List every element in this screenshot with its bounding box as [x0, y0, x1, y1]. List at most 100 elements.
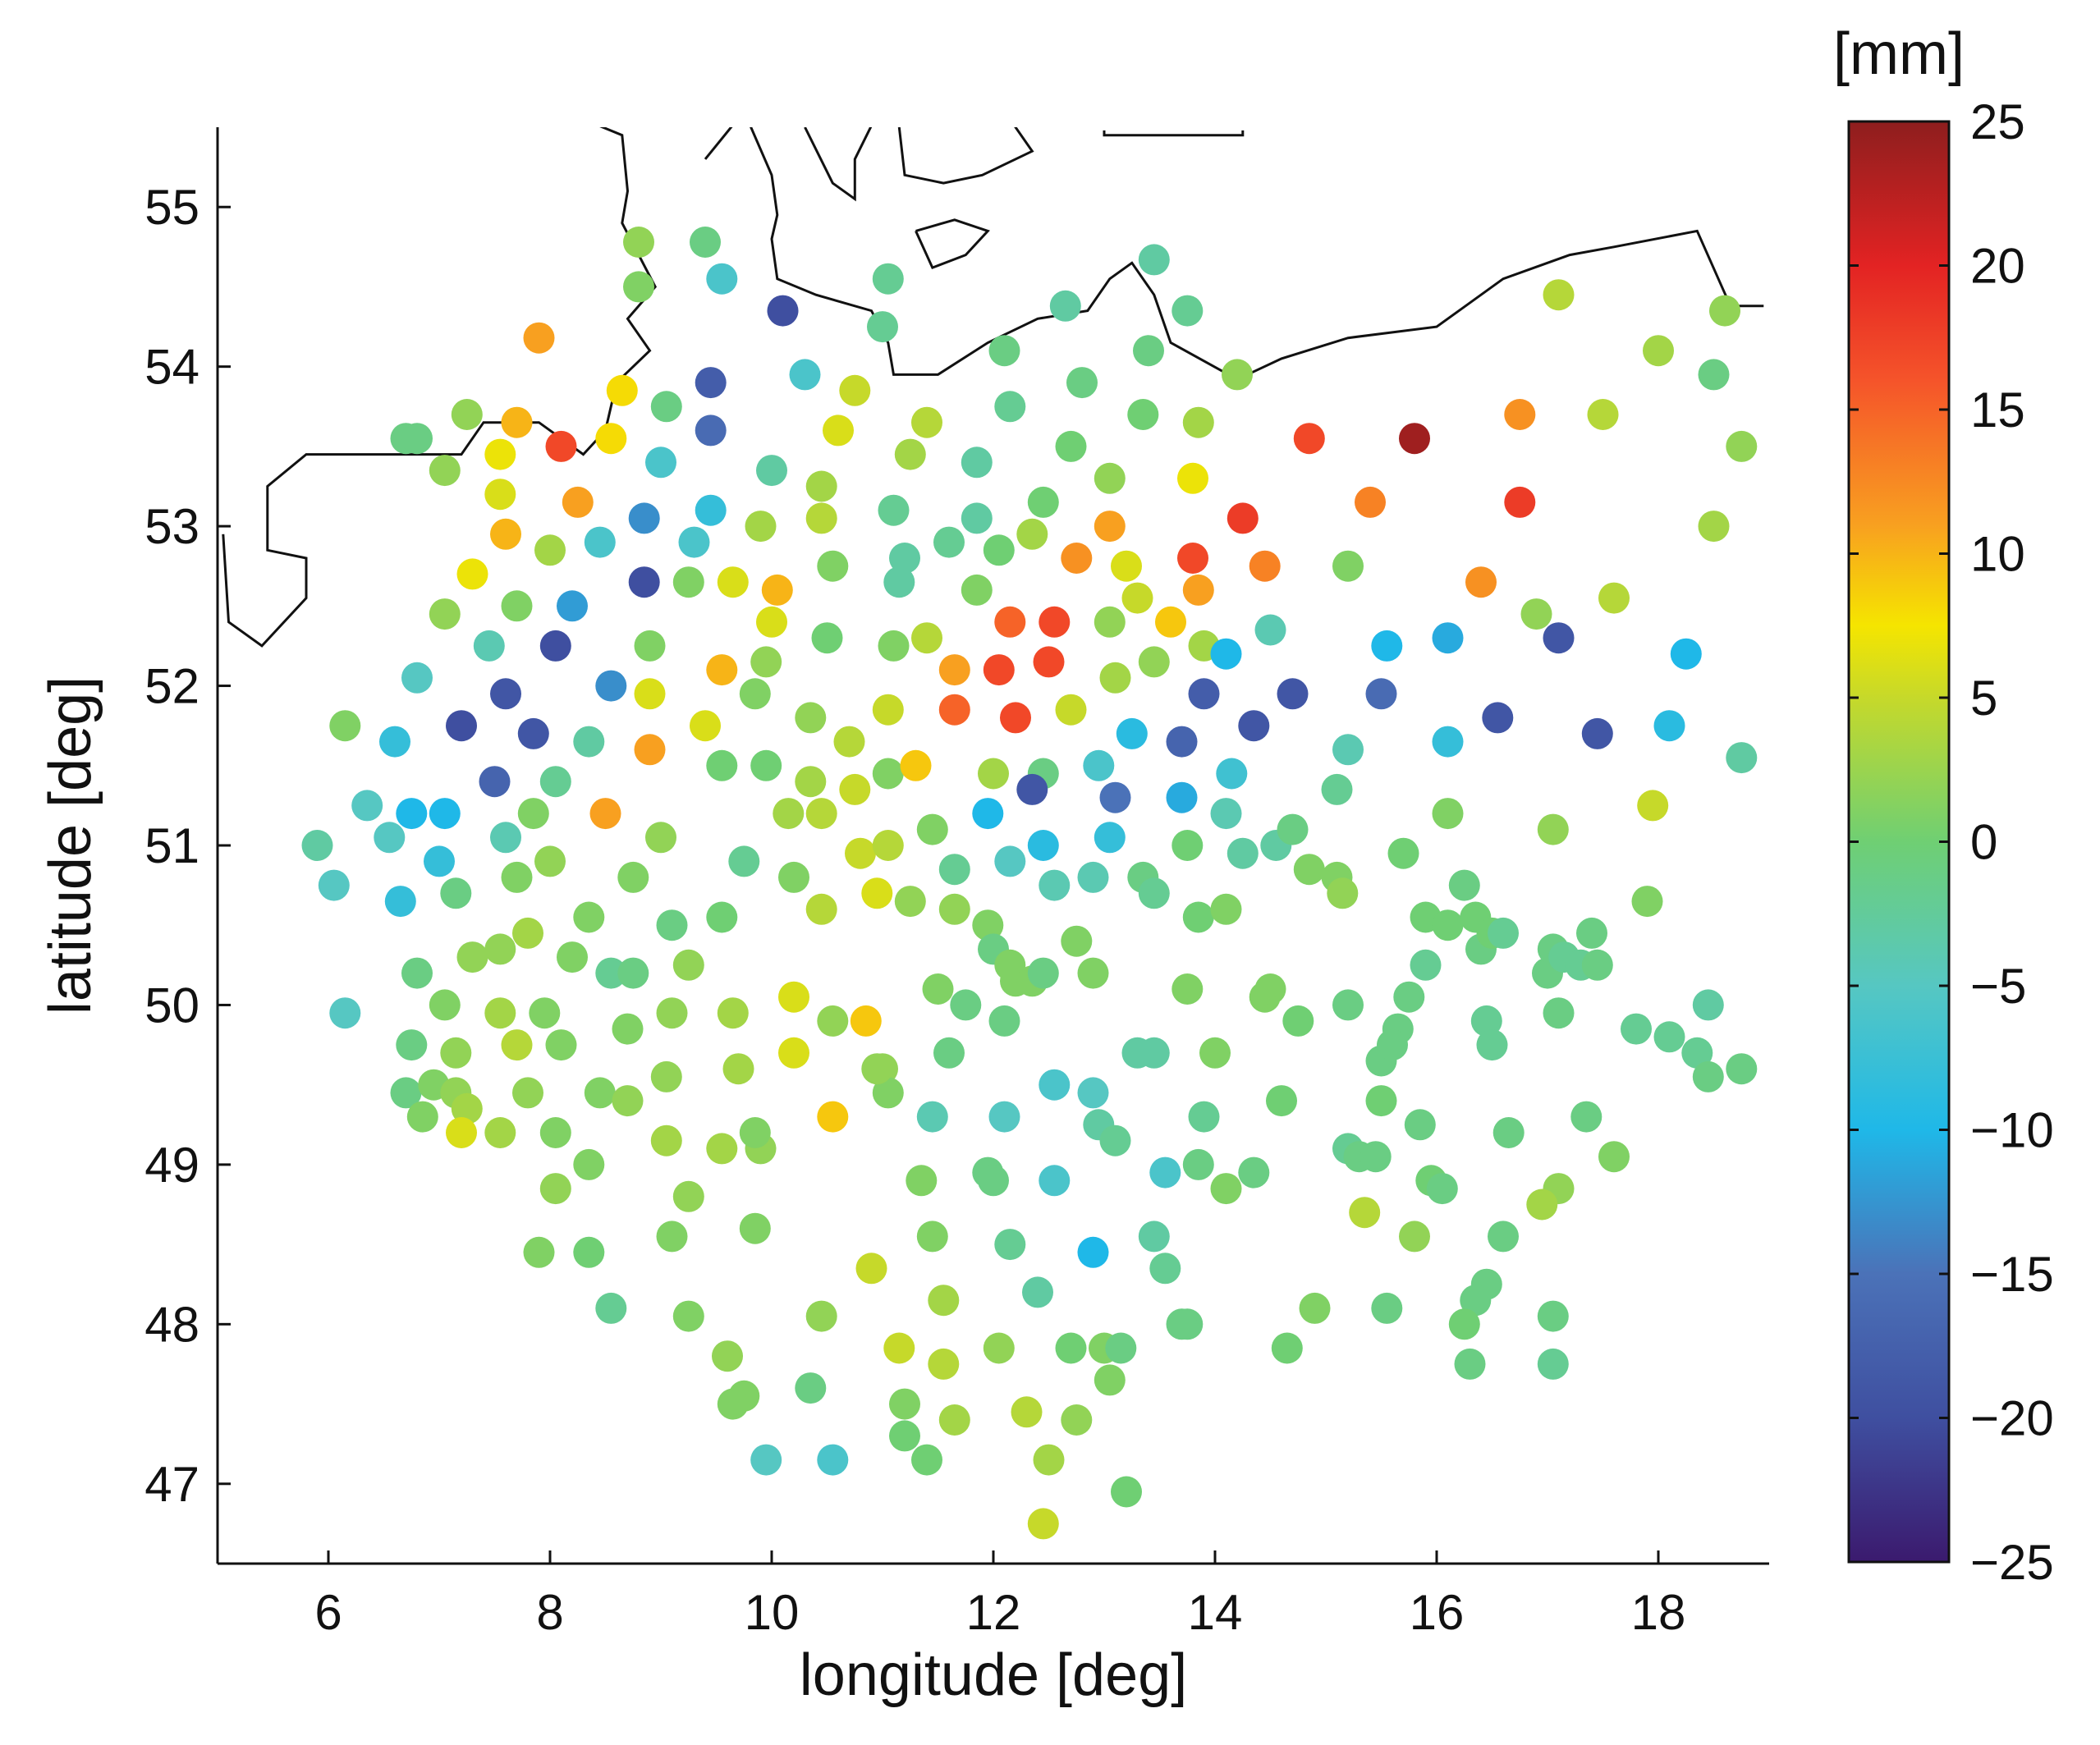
station-point	[1188, 1101, 1220, 1133]
station-point	[595, 423, 627, 455]
station-point	[778, 861, 809, 893]
station-point	[872, 694, 904, 726]
station-point	[1277, 813, 1309, 845]
station-point	[1210, 638, 1242, 670]
station-point	[517, 798, 549, 830]
station-point	[1210, 1173, 1242, 1205]
station-point	[1055, 1332, 1087, 1364]
station-point	[1055, 694, 1087, 726]
station-point	[1698, 359, 1730, 391]
station-point	[994, 606, 1026, 638]
station-point	[1083, 749, 1115, 781]
station-point	[1543, 279, 1575, 311]
station-point	[1365, 678, 1397, 710]
station-point	[1182, 901, 1214, 933]
station-point	[1099, 781, 1131, 813]
station-point	[1155, 606, 1186, 638]
station-point	[1698, 511, 1730, 543]
station-point	[839, 374, 871, 406]
station-point	[534, 845, 566, 877]
x-tick-label: 10	[745, 1585, 800, 1640]
station-point	[501, 406, 533, 438]
station-point	[1039, 1069, 1071, 1101]
colorbar-tick-label: −25	[1970, 1535, 2054, 1590]
station-point	[994, 1229, 1026, 1261]
station-point	[1061, 925, 1093, 957]
station-point	[1299, 1292, 1331, 1324]
station-point	[916, 1101, 948, 1133]
station-point	[978, 758, 1009, 790]
station-point	[595, 670, 627, 702]
station-point	[1387, 837, 1419, 869]
colorbar: −25 −20 −15 −10 −5 0 5 10 15 20 25[mm]	[1833, 21, 2054, 1590]
station-point	[329, 997, 361, 1029]
station-point	[795, 1372, 827, 1404]
station-point	[938, 654, 970, 686]
station-point	[933, 526, 965, 558]
station-point	[1039, 606, 1071, 638]
station-point	[728, 845, 760, 877]
station-point	[750, 749, 782, 781]
station-point	[695, 414, 727, 447]
station-point	[1371, 1292, 1403, 1324]
station-point	[1238, 1156, 1270, 1189]
station-point	[1033, 1444, 1065, 1476]
station-point	[872, 263, 904, 295]
x-tick-label: 16	[1410, 1585, 1465, 1640]
station-point	[1177, 462, 1208, 494]
station-point	[855, 1253, 887, 1285]
station-point	[584, 526, 616, 558]
station-point	[850, 1005, 882, 1037]
station-point	[490, 678, 521, 710]
station-point	[1482, 702, 1514, 734]
station-point	[484, 479, 516, 511]
station-point	[650, 1124, 682, 1156]
station-point	[817, 550, 849, 582]
station-point	[817, 1005, 849, 1037]
station-point	[938, 1404, 970, 1436]
station-point	[628, 502, 660, 534]
station-point	[839, 773, 871, 805]
station-point	[1138, 646, 1170, 678]
station-point	[628, 566, 660, 598]
station-point	[717, 566, 749, 598]
station-point	[1094, 822, 1126, 854]
station-point	[988, 335, 1020, 367]
station-point	[1543, 997, 1575, 1029]
station-point	[739, 1212, 771, 1244]
station-point	[584, 1077, 616, 1109]
station-point	[645, 447, 676, 479]
station-point	[650, 1060, 682, 1092]
station-point	[1404, 1109, 1436, 1141]
station-point	[1653, 710, 1685, 742]
station-point	[1726, 430, 1758, 462]
coastline-segment	[222, 127, 658, 648]
station-point	[861, 877, 893, 909]
station-point	[1254, 614, 1286, 646]
station-point	[678, 526, 710, 558]
station-point	[1254, 973, 1286, 1005]
station-point	[961, 574, 993, 606]
station-point	[672, 1300, 704, 1332]
station-point	[634, 734, 666, 766]
station-point	[351, 790, 383, 822]
station-point	[1692, 989, 1724, 1021]
colorbar-unit-label: [mm]	[1833, 21, 1965, 87]
station-point	[1470, 1005, 1502, 1037]
station-point	[867, 311, 898, 343]
colorbar-tick-label: −20	[1970, 1391, 2054, 1446]
station-point	[1293, 423, 1325, 455]
station-point	[446, 1117, 477, 1148]
station-point	[1105, 1332, 1137, 1364]
station-point	[512, 1077, 543, 1109]
colorbar-tick-label: 15	[1970, 382, 2025, 437]
station-point	[767, 295, 799, 327]
station-point	[539, 1173, 571, 1205]
station-point	[778, 1037, 809, 1069]
station-point	[1581, 717, 1613, 749]
station-point	[695, 367, 727, 399]
station-point	[1166, 781, 1198, 813]
x-tick-label: 8	[536, 1585, 563, 1640]
station-point	[1332, 734, 1364, 766]
